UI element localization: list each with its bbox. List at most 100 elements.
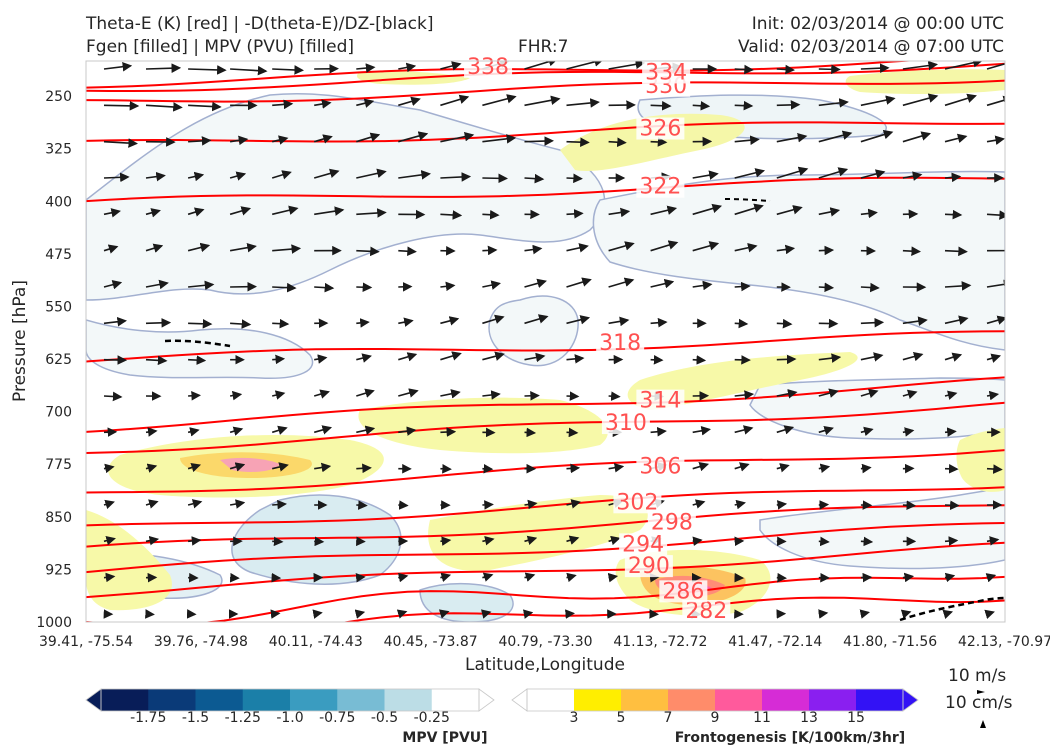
theta-e-label-bg <box>596 332 645 355</box>
colorbar-tick-label: -1.0 <box>276 710 303 726</box>
wind-vector-arrow <box>482 500 494 510</box>
wind-vector-arrow <box>398 170 431 180</box>
y-tick-label: 1000 <box>36 615 72 631</box>
wind-vector-arrow <box>482 390 501 400</box>
wind-vector-arrow <box>356 208 387 218</box>
wind-vector-arrow <box>356 425 376 435</box>
wind-vector-arrow <box>440 131 475 143</box>
wind-vector-arrow <box>734 135 760 145</box>
y-axis: 250 325 400 475 550 625 700 775 850 925 1000 <box>36 89 72 631</box>
wind-vector-arrow <box>986 390 1000 401</box>
wind-vector-arrow <box>398 246 417 257</box>
wind-vector-arrow <box>482 314 505 325</box>
theta-e-label: 338 <box>467 55 509 80</box>
wind-vector-arrow <box>187 462 202 473</box>
wind-vector-arrow <box>860 208 878 219</box>
colorbar-swatch <box>431 689 480 711</box>
wind-vector-arrow <box>440 464 452 474</box>
theta-e-label: 286 <box>662 579 704 604</box>
wind-vector-arrow <box>356 318 370 328</box>
wind-vector-arrow <box>650 205 678 216</box>
colorbar-extend-low <box>511 688 528 712</box>
wind-vector-arrow <box>187 427 200 437</box>
wind-vector-arrow <box>440 389 461 399</box>
wind-vector-arrow <box>272 282 297 293</box>
wind-vector-arrow <box>187 171 205 182</box>
wind-vector-arrow <box>776 500 788 510</box>
colorbar-tick-label: -1.5 <box>182 710 209 726</box>
wind-vector-arrow <box>145 243 164 253</box>
wind-vector-arrow <box>398 388 419 398</box>
y-tick-label: 850 <box>45 510 72 526</box>
colorbar-extend-low <box>85 688 102 712</box>
wind-vector-arrow <box>776 354 797 365</box>
frontogenesis-region <box>845 69 1005 95</box>
wind-vector-arrow <box>313 134 333 144</box>
wind-vector-arrow <box>312 609 323 619</box>
wind-vector-arrow <box>482 134 517 144</box>
theta-e-label-bg <box>636 175 685 198</box>
wind-vector-arrow <box>188 319 213 329</box>
wind-vector-arrow <box>608 535 621 546</box>
wind-vector-arrow <box>524 61 559 70</box>
theta-e-label: 318 <box>599 331 641 356</box>
x-axis: 39.41, -75.54 39.76, -74.98 40.11, -74.43 4… <box>39 634 1050 650</box>
wind-vector-arrow <box>650 240 679 252</box>
wind-vector-arrow <box>103 61 133 72</box>
x-tick-label: 40.11, -74.43 <box>269 634 363 650</box>
colorbar-tick-label: -1.75 <box>130 710 166 726</box>
wind-vector-arrow <box>986 315 1005 325</box>
wind-vector-arrow <box>818 463 831 474</box>
theta-e-line <box>86 376 1005 433</box>
wind-vector-arrow <box>818 98 849 108</box>
theta-e-label-bg <box>642 61 691 84</box>
wind-vector-arrow <box>986 210 1005 220</box>
wind-vector-arrow <box>440 351 462 361</box>
wind-vector-arrow <box>145 355 168 366</box>
wind-vector-arrow <box>860 352 884 362</box>
wind-vector-arrow <box>566 209 584 219</box>
wind-vector-arrow <box>860 95 896 107</box>
wind-vector-arrow <box>356 353 372 363</box>
wind-vector-arrow <box>776 463 790 473</box>
theta-e-label: 314 <box>639 389 681 414</box>
wind-vector-arrow <box>145 318 172 328</box>
wind-vector-arrow <box>818 64 841 75</box>
wind-vector-arrow <box>608 61 646 70</box>
theta-e-line <box>86 330 1005 363</box>
wind-vector-arrow <box>272 354 286 365</box>
wind-vector-arrow <box>187 499 203 509</box>
wind-vector-arrow <box>986 63 1005 70</box>
wind-vector-arrow <box>692 355 707 365</box>
wind-vector-arrow <box>944 427 957 437</box>
wind-vector-arrow <box>944 61 983 70</box>
wind-vector-arrow <box>440 172 472 182</box>
wind-vector-arrow <box>440 94 470 107</box>
wind-vector-arrow <box>524 95 561 107</box>
wind-vector-arrow <box>900 609 912 619</box>
colorbar-swatch <box>384 689 433 711</box>
wind-vector-arrow <box>650 100 672 111</box>
wind-vector-arrow <box>944 93 977 107</box>
wind-vector-arrow <box>272 390 286 400</box>
wind-vector-arrow <box>314 282 335 293</box>
wind-vector-arrow <box>860 282 880 293</box>
wind-vector-arrow <box>692 101 711 111</box>
wind-vector-arrow <box>566 98 600 108</box>
wind-vector-arrow <box>944 390 958 400</box>
wind-vector-arrow <box>188 280 215 291</box>
colorbar-tick-label: 3 <box>570 710 579 726</box>
wind-vector-arrow <box>103 101 140 111</box>
colorbar-swatch <box>621 689 669 711</box>
theta-e-label: 302 <box>616 490 658 515</box>
wind-vector-arrow <box>566 243 589 253</box>
wind-vector-arrow <box>482 245 498 256</box>
wind-vector-arrow <box>818 353 842 363</box>
wind-vector-arrow <box>229 462 246 472</box>
wind-vector-arrow <box>818 167 849 179</box>
wind-vector-arrow <box>145 499 159 509</box>
wind-vector-arrow <box>272 499 287 510</box>
wind-vector-arrow <box>354 609 366 619</box>
theta-e-label: 310 <box>605 411 647 436</box>
wind-vector-arrow <box>608 316 630 327</box>
